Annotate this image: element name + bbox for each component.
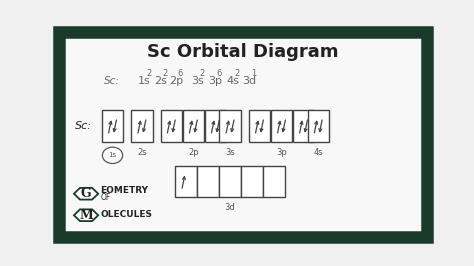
Bar bbox=[175, 165, 197, 197]
Bar bbox=[308, 110, 329, 142]
Text: 2: 2 bbox=[235, 69, 240, 78]
FancyBboxPatch shape bbox=[59, 32, 427, 237]
Text: 2s: 2s bbox=[137, 148, 147, 157]
Bar bbox=[219, 165, 241, 197]
Text: 3s: 3s bbox=[225, 148, 235, 157]
Bar bbox=[271, 110, 292, 142]
Text: Sc:: Sc: bbox=[75, 121, 92, 131]
Text: 1s: 1s bbox=[138, 76, 151, 86]
Text: 2: 2 bbox=[146, 69, 152, 78]
Text: 3p: 3p bbox=[276, 148, 287, 157]
Text: 1s: 1s bbox=[108, 148, 118, 157]
Text: 3s: 3s bbox=[191, 76, 204, 86]
Text: 6: 6 bbox=[216, 69, 221, 78]
Ellipse shape bbox=[102, 147, 123, 164]
Bar bbox=[131, 110, 153, 142]
Text: 6: 6 bbox=[178, 69, 183, 78]
Text: OLECULES: OLECULES bbox=[100, 210, 153, 219]
Bar bbox=[205, 110, 226, 142]
Bar bbox=[197, 165, 219, 197]
Bar bbox=[219, 110, 241, 142]
Text: OF: OF bbox=[100, 193, 110, 202]
Bar bbox=[293, 110, 314, 142]
Bar bbox=[264, 165, 285, 197]
Text: 1s: 1s bbox=[109, 152, 117, 158]
Text: Sc:: Sc: bbox=[104, 76, 120, 86]
Text: 1: 1 bbox=[251, 69, 256, 78]
Text: 4s: 4s bbox=[227, 76, 239, 86]
Text: 2p: 2p bbox=[188, 148, 199, 157]
Text: 2: 2 bbox=[162, 69, 167, 78]
Text: G: G bbox=[81, 187, 91, 200]
Bar bbox=[241, 165, 263, 197]
Bar bbox=[249, 110, 270, 142]
Text: 3p: 3p bbox=[208, 76, 222, 86]
Text: EOMETRY: EOMETRY bbox=[100, 186, 148, 195]
Bar bbox=[161, 110, 182, 142]
Bar bbox=[102, 110, 123, 142]
Text: 3d: 3d bbox=[225, 203, 236, 213]
Text: Sc Orbital Diagram: Sc Orbital Diagram bbox=[147, 43, 339, 61]
Text: 2p: 2p bbox=[169, 76, 183, 86]
Text: 3d: 3d bbox=[243, 76, 257, 86]
Text: 4s: 4s bbox=[313, 148, 323, 157]
Bar bbox=[182, 110, 204, 142]
Text: M: M bbox=[79, 209, 93, 222]
Text: 2: 2 bbox=[200, 69, 205, 78]
Text: 2s: 2s bbox=[154, 76, 167, 86]
